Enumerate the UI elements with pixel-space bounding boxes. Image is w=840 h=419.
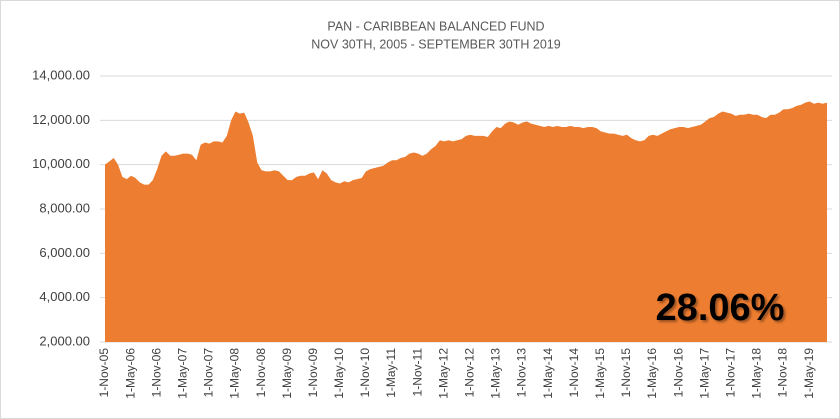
x-tick-label: 1-May-11 [384, 348, 398, 398]
x-tick-label: 1-May-13 [489, 348, 503, 399]
y-tick-label: 14,000.00 [32, 67, 90, 82]
x-tick-label: 1-Nov-06 [149, 348, 163, 398]
x-tick-label: 1-May-09 [280, 348, 294, 399]
x-tick-label: 1-May-07 [175, 348, 189, 399]
x-tick-label: 1-Nov-18 [776, 348, 790, 398]
x-tick-label: 1-Nov-10 [358, 348, 372, 398]
y-tick-label: 4,000.00 [39, 289, 90, 304]
area [105, 101, 827, 342]
chart-subtitle: NOV 30TH, 2005 - SEPTEMBER 30TH 2019 [311, 37, 560, 51]
x-tick-label: 1-Nov-17 [723, 348, 737, 398]
x-tick-label: 1-May-12 [436, 348, 450, 399]
x-tick-label: 1-May-16 [645, 348, 659, 399]
x-tick-label: 1-Nov-12 [463, 348, 477, 398]
x-tick-label: 1-Nov-13 [515, 348, 529, 398]
x-tick-label: 1-May-17 [697, 348, 711, 399]
x-tick-label: 1-May-15 [593, 348, 607, 399]
x-tick-label: 1-May-08 [228, 348, 242, 399]
annotation: 28.06% [656, 287, 785, 329]
x-tick-label: 1-Nov-07 [202, 348, 216, 398]
x-tick-label: 1-Nov-14 [567, 348, 581, 398]
x-tick-label: 1-Nov-11 [410, 348, 424, 397]
chart-title: PAN - CARIBBEAN BALANCED FUND [327, 19, 544, 33]
axes: 2,000.00 4,000.00 6,000.00 8,000.00 10,000.0… [32, 67, 816, 398]
y-tick-label: 6,000.00 [39, 245, 90, 260]
y-tick-label: 2,000.00 [39, 333, 90, 348]
x-tick-label: 1-May-06 [123, 348, 137, 399]
x-tick-label: 1-Nov-15 [619, 348, 633, 398]
plot [105, 101, 827, 342]
x-tick-label: 1-Nov-16 [671, 348, 685, 398]
x-tick-label: 1-May-18 [750, 348, 764, 399]
x-tick-label: 1-Nov-08 [254, 348, 268, 398]
y-tick-label: 10,000.00 [32, 156, 90, 171]
x-tick-label: 1-May-10 [332, 348, 346, 399]
x-tick-label: 1-Nov-05 [97, 348, 111, 398]
y-tick-label: 12,000.00 [32, 112, 90, 127]
x-tick-label: 1-May-19 [802, 348, 816, 399]
y-tick-label: 8,000.00 [39, 200, 90, 215]
x-tick-label: 1-Nov-09 [306, 348, 320, 398]
x-tick-label: 1-May-14 [541, 348, 555, 399]
